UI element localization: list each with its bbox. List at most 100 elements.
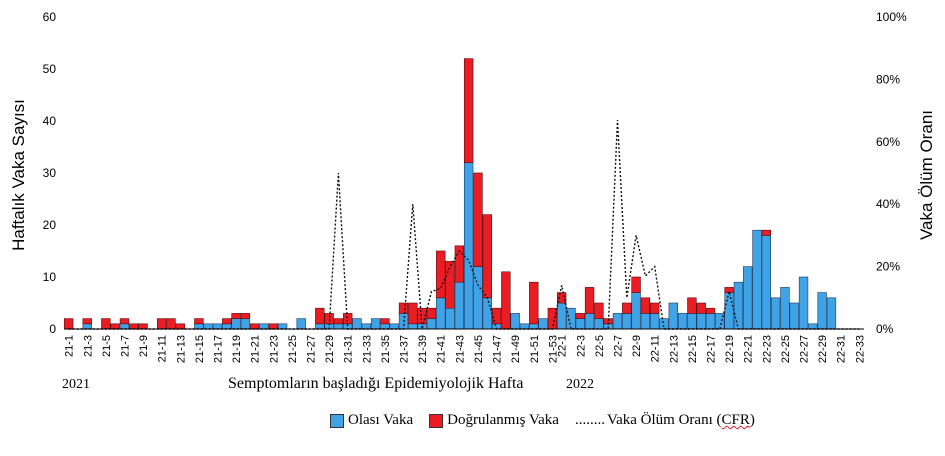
bar-olasi-vaka (212, 323, 223, 330)
bar-dogrulanmis-vaka (501, 271, 511, 330)
y-left-tick-label: 0 (49, 322, 56, 336)
bar-olasi-vaka (538, 318, 548, 330)
x-tick-label: 22-5 (594, 335, 606, 357)
legend-label-olasi: Olası Vaka (348, 412, 414, 428)
bar-dogrulanmis-vaka (724, 287, 734, 293)
bar-dogrulanmis-vaka (222, 318, 232, 325)
bar-dogrulanmis-vaka (557, 292, 567, 304)
bar-olasi-vaka (436, 297, 446, 330)
legend-item-olasi: Olası Vaka (330, 412, 413, 429)
bar-dogrulanmis-vaka (333, 318, 344, 325)
bar-olasi-vaka (696, 313, 706, 330)
bar-olasi-vaka (361, 323, 371, 330)
bar-olasi-vaka (817, 292, 827, 330)
bar-olasi-vaka (752, 229, 762, 330)
x-tick-label: 22-31 (836, 335, 848, 363)
x-tick-label: 21-23 (268, 335, 280, 363)
legend-item-dogrulanmis: Doğrulanmış Vaka (429, 412, 559, 429)
bar-olasi-vaka (426, 318, 437, 330)
bar-dogrulanmis-vaka (63, 318, 74, 330)
x-tick-label: 21-29 (324, 335, 336, 363)
x-tick-label: 21-41 (436, 335, 448, 363)
bar-dogrulanmis-vaka (398, 302, 409, 314)
x-tick-label: 22-29 (817, 335, 829, 363)
bar-series-group (63, 58, 837, 330)
bar-olasi-vaka (789, 302, 799, 330)
bar-olasi-vaka (203, 323, 213, 330)
bar-olasi-vaka (259, 323, 269, 330)
legend-label-cfr-b: CFR (721, 412, 750, 428)
bar-dogrulanmis-vaka (640, 297, 651, 314)
bar-dogrulanmis-vaka (157, 318, 167, 330)
bar-olasi-vaka (557, 302, 567, 330)
bar-dogrulanmis-vaka (343, 313, 353, 325)
legend-label-cfr-c: ) (749, 412, 755, 428)
bar-dogrulanmis-vaka (445, 261, 455, 309)
year-label-2021: 2021 (62, 377, 90, 392)
x-tick-label: 21-7 (120, 335, 132, 357)
x-tick-label: 22-9 (631, 335, 643, 357)
x-tick-label: 22-27 (799, 335, 811, 363)
bar-olasi-vaka (482, 297, 492, 330)
bar-dogrulanmis-vaka (250, 323, 260, 330)
bar-dogrulanmis-vaka (454, 245, 465, 283)
x-tick-label: 22-21 (743, 335, 755, 363)
y-left-tick-label: 60 (43, 10, 57, 24)
bar-olasi-vaka (687, 313, 697, 330)
bar-dogrulanmis-vaka (436, 250, 446, 299)
bar-olasi-vaka (640, 313, 651, 330)
legend-label-dogrulanmis: Doğrulanmış Vaka (447, 412, 559, 428)
bar-dogrulanmis-vaka (426, 307, 437, 319)
bar-olasi-vaka (770, 297, 781, 330)
bar-olasi-vaka (408, 323, 418, 330)
x-tick-label: 21-27 (306, 335, 318, 363)
bar-dogrulanmis-vaka (482, 214, 492, 299)
bar-dogrulanmis-vaka (82, 318, 92, 325)
bar-olasi-vaka (82, 323, 92, 330)
x-tick-label: 21-11 (157, 335, 169, 362)
x-tick-label: 21-1 (64, 335, 76, 357)
bar-dogrulanmis-vaka (315, 307, 325, 325)
x-tick-label: 21-45 (473, 335, 485, 363)
x-tick-label: 21-17 (213, 335, 225, 363)
bar-olasi-vaka (780, 287, 790, 330)
bar-dogrulanmis-vaka (463, 58, 474, 163)
bar-olasi-vaka (296, 318, 306, 330)
bar-dogrulanmis-vaka (240, 313, 251, 319)
legend-label-cfr-a: Vaka Ölüm Oranı ( (606, 412, 722, 428)
bar-dogrulanmis-vaka (473, 172, 483, 267)
bar-olasi-vaka (622, 313, 632, 330)
bar-olasi-vaka (519, 323, 530, 330)
bar-olasi-vaka (798, 276, 809, 330)
bar-olasi-vaka (529, 323, 539, 330)
x-tick-label: 22-3 (575, 335, 587, 357)
bar-olasi-vaka (612, 313, 623, 330)
x-tick-label: 21-35 (380, 335, 392, 363)
bar-dogrulanmis-vaka (268, 323, 278, 330)
bar-olasi-vaka (119, 323, 130, 330)
bar-olasi-vaka (808, 323, 818, 330)
x-tick-label: 21-21 (250, 335, 262, 363)
legend-dots-cfr: ........ (574, 412, 605, 428)
y-left-tick-label: 10 (43, 270, 57, 284)
bar-dogrulanmis-vaka (584, 287, 595, 314)
bar-dogrulanmis-vaka (380, 318, 390, 325)
bar-dogrulanmis-vaka (408, 302, 418, 325)
bar-dogrulanmis-vaka (129, 323, 139, 330)
x-tick-label: 22-19 (724, 335, 736, 363)
bar-olasi-vaka (231, 318, 241, 330)
x-tick-label: 21-39 (417, 335, 429, 363)
bar-olasi-vaka (445, 307, 455, 330)
x-tick-label: 22-15 (687, 335, 699, 363)
bar-olasi-vaka (631, 292, 641, 330)
y-left-tick-label: 40 (43, 114, 57, 128)
x-tick-label: 22-17 (706, 335, 718, 363)
bar-dogrulanmis-vaka (491, 307, 502, 325)
bar-olasi-vaka (194, 323, 204, 330)
y-right-tick-label: 80% (876, 72, 900, 86)
bar-dogrulanmis-vaka (594, 302, 604, 319)
bar-olasi-vaka (380, 323, 390, 330)
bar-olasi-vaka (584, 313, 595, 330)
bar-olasi-vaka (463, 162, 474, 330)
x-tick-label: 21-53 (547, 335, 559, 363)
